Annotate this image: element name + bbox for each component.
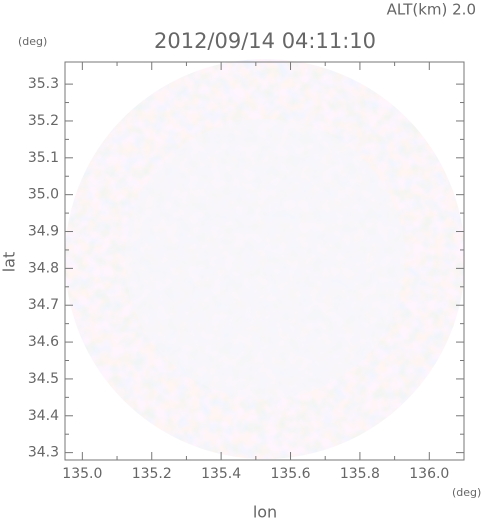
x-tick-label: 135.6	[270, 466, 310, 482]
x-tick-label: 135.8	[340, 466, 380, 482]
x-tick-label: 135.0	[62, 466, 102, 482]
y-unit: (deg)	[18, 35, 47, 48]
radar-image	[65, 59, 465, 459]
y-tick-label: 34.5	[28, 371, 59, 387]
y-tick-label: 35.2	[28, 113, 59, 129]
subtitle: ALT(km) 2.0	[387, 1, 476, 19]
y-tick-label: 34.8	[28, 260, 59, 276]
image-center	[125, 119, 405, 399]
plot-frame	[64, 61, 465, 461]
y-tick-label: 34.7	[28, 297, 59, 313]
x-tick-label: 135.4	[201, 466, 241, 482]
x-axis-label: lon	[253, 503, 277, 521]
chart-title: 2012/09/14 04:11:10	[154, 29, 376, 53]
y-tick-label: 35.1	[28, 150, 59, 166]
x-tick-label: 135.2	[132, 466, 172, 482]
y-tick-label: 34.9	[28, 224, 59, 240]
y-axis-label: lat	[0, 252, 19, 273]
x-tick-label: 136.0	[409, 466, 449, 482]
y-tick-label: 35.0	[28, 187, 59, 203]
y-tick-label: 35.3	[28, 76, 59, 92]
y-tick-label: 34.4	[28, 408, 59, 424]
y-tick-label: 34.6	[28, 334, 59, 350]
y-tick-label: 34.3	[28, 445, 59, 461]
x-unit: (deg)	[452, 486, 481, 499]
